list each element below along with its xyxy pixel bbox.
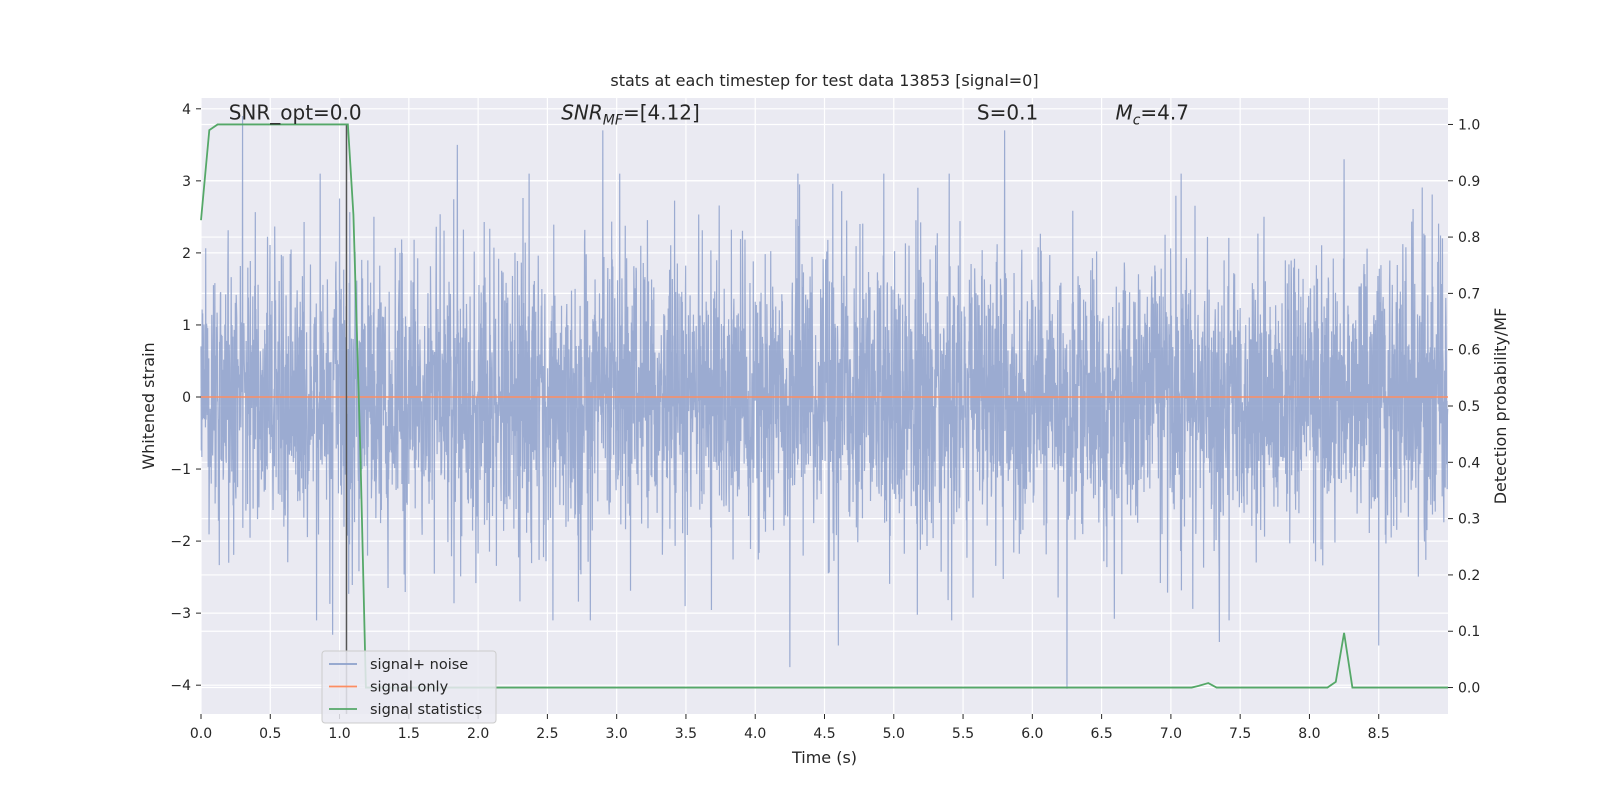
chart-title: stats at each timestep for test data 138… [610,71,1038,90]
y-right-tick-label: 0.3 [1458,512,1480,528]
annotation: SNRMF=[4.12] [561,101,700,129]
annotation: SNR_opt=0.0 [229,101,362,125]
y-tick-label: 0 [182,390,191,406]
y-tick-label: 2 [182,246,191,262]
x-tick-label: 6.0 [1021,726,1043,742]
x-tick-label: 1.5 [398,726,420,742]
y-right-tick-label: 1.0 [1458,117,1480,133]
annotations: SNR_opt=0.0 SNRMF=[4.12] S=0.1 Mc=4.7 [229,101,1189,129]
y-tick-label: −4 [170,678,191,694]
x-tick-label: 7.5 [1229,726,1251,742]
x-tick-label: 4.5 [813,726,835,742]
y-axis-label: Whitened strain [139,342,158,469]
legend-label: signal only [370,680,449,696]
x-axis-label: Time (s) [791,748,857,767]
y-right-tick-label: 0.8 [1458,230,1480,246]
x-tick-label: 7.0 [1160,726,1182,742]
x-tick-label: 4.0 [744,726,766,742]
y-right-tick-label: 0.4 [1458,455,1480,471]
x-tick-label: 2.0 [467,726,489,742]
y-tick-label: −1 [170,462,191,478]
y-right-tick-label: 0.2 [1458,568,1480,584]
signal-noise-line [200,116,1449,689]
x-tick-label: 3.0 [606,726,628,742]
x-tick-label: 1.0 [328,726,350,742]
legend-box [321,650,497,724]
x-tick-label: 2.5 [536,726,558,742]
annotation: S=0.1 [977,101,1038,125]
y-right-tick-label: 0.7 [1458,286,1480,302]
x-tick-label: 6.5 [1090,726,1112,742]
y-right-tick-label: 0.9 [1458,174,1480,190]
y-right-tick-label: 0.0 [1458,681,1480,697]
annotation: Mc=4.7 [1115,101,1189,129]
series-signal-noise [200,116,1449,689]
x-tick-label: 5.5 [952,726,974,742]
y-tick-label: 4 [182,102,191,118]
y-tick-label: −2 [170,534,191,550]
x-tick-label: 0.0 [190,726,212,742]
y-right-tick-label: 0.1 [1458,624,1480,640]
tick-labels: 0.0 0.5 1.0 1.5 2.0 2.5 3.0 3.5 4.0 4.5 5.0 5.5 6.0 6… [170,102,1480,742]
y-right-tick-label: 0.5 [1458,399,1480,415]
y-tick-label: 1 [182,318,191,334]
legend-label: signal+ noise [370,657,468,673]
x-tick-label: 3.5 [675,726,697,742]
y-tick-label: 3 [182,174,191,190]
y-axis-label-right: Detection probability/MF [1491,308,1510,505]
y-tick-label: −3 [170,606,191,622]
legend-label: signal statistics [370,702,482,718]
x-tick-label: 8.0 [1298,726,1320,742]
y-right-tick-label: 0.6 [1458,343,1480,359]
legend: signal+ noise signal only signal statistic… [321,650,497,724]
x-tick-label: 0.5 [259,726,281,742]
x-tick-label: 8.5 [1368,726,1390,742]
x-tick-label: 5.0 [883,726,905,742]
